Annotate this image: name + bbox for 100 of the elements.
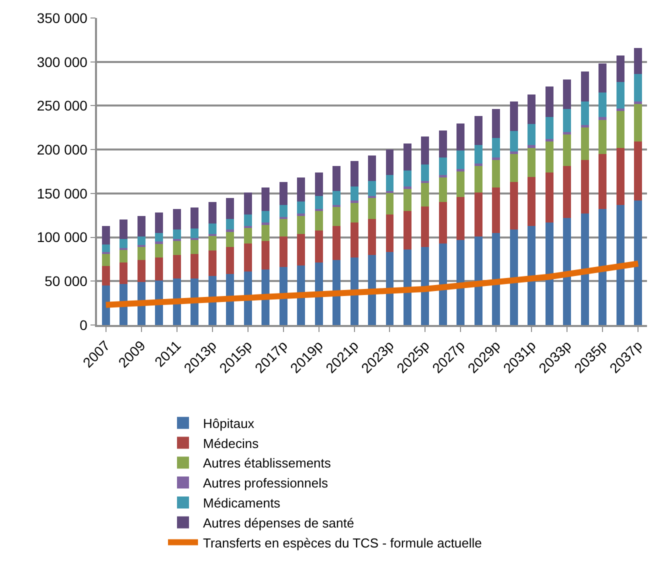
bar	[421, 182, 430, 207]
bar	[528, 148, 536, 177]
bar	[172, 254, 181, 279]
bar	[102, 226, 110, 244]
bar	[598, 120, 607, 154]
bar	[563, 109, 572, 132]
bar	[350, 202, 358, 222]
bar	[403, 250, 412, 325]
bar	[226, 229, 234, 232]
bar	[386, 192, 394, 214]
bar	[226, 246, 234, 274]
bar	[634, 200, 642, 325]
bar	[580, 101, 589, 126]
bar	[279, 182, 288, 205]
bar	[528, 145, 536, 148]
bar	[208, 250, 216, 276]
bar	[580, 72, 589, 102]
bar	[155, 243, 164, 258]
bar	[368, 181, 376, 196]
bar	[528, 94, 536, 124]
bar	[634, 104, 642, 142]
bar	[474, 192, 482, 236]
bar	[510, 154, 518, 182]
bar	[563, 79, 572, 110]
bar	[634, 101, 642, 104]
legend-label: Autres établissements	[203, 456, 332, 471]
bar	[616, 82, 624, 108]
bar	[190, 207, 199, 229]
bar	[598, 92, 607, 118]
bar	[474, 236, 482, 325]
bar	[190, 254, 199, 279]
bar	[403, 210, 412, 250]
bar	[580, 128, 589, 160]
bar	[492, 232, 500, 325]
bar	[172, 240, 181, 255]
bar	[172, 209, 181, 230]
bar	[350, 186, 358, 200]
bar	[102, 244, 110, 252]
legend-label: Hôpitaux	[203, 416, 255, 431]
bar	[456, 150, 465, 169]
bar	[262, 222, 270, 225]
bar	[403, 170, 412, 186]
bar	[403, 186, 412, 189]
bar	[474, 166, 482, 193]
legend-label: Autres dépenses de santé	[203, 515, 354, 530]
bar	[386, 214, 394, 252]
bar	[510, 182, 518, 230]
bar	[438, 130, 447, 158]
bar	[598, 209, 607, 325]
y-tick-label: 250 000	[36, 98, 88, 114]
bar	[616, 148, 624, 205]
bar	[208, 223, 216, 234]
bar	[580, 160, 589, 214]
bar	[314, 196, 323, 210]
bar	[474, 145, 482, 164]
legend-label: Médicaments	[203, 496, 281, 511]
y-tick-label: 350 000	[36, 10, 88, 26]
legend-label: Médecins	[203, 436, 260, 451]
bar	[421, 246, 430, 325]
bar	[350, 200, 358, 203]
bar	[297, 201, 306, 214]
bar	[563, 218, 572, 325]
bar	[102, 254, 110, 266]
bar	[545, 86, 554, 118]
bar	[102, 286, 110, 325]
bar	[350, 160, 358, 186]
bar	[456, 123, 465, 150]
bar	[137, 246, 146, 260]
bar	[244, 243, 252, 272]
bar	[510, 131, 518, 152]
bar	[102, 266, 110, 286]
bar	[226, 198, 234, 219]
bar	[244, 214, 252, 226]
bar	[545, 222, 554, 325]
bar	[616, 56, 624, 82]
bar	[297, 178, 306, 202]
bar	[474, 164, 482, 166]
bar	[580, 214, 589, 325]
bar	[545, 139, 554, 142]
y-tick-label: 50 000	[44, 273, 88, 290]
bar	[386, 150, 394, 176]
bar	[279, 267, 288, 325]
bar	[297, 265, 306, 325]
bar	[155, 257, 164, 280]
bar	[438, 243, 447, 325]
y-tick-label: 100 000	[36, 229, 88, 246]
bar	[528, 124, 536, 146]
bar	[616, 110, 624, 148]
bar	[279, 236, 288, 268]
bar	[332, 190, 341, 205]
bar	[598, 154, 607, 210]
bar	[492, 138, 500, 158]
bar	[528, 176, 536, 226]
bar	[279, 204, 288, 218]
bar	[492, 187, 500, 233]
bar	[155, 212, 164, 233]
y-tick-label: 150 000	[36, 185, 88, 202]
bar	[262, 240, 270, 270]
bar	[598, 64, 607, 93]
bar	[314, 230, 323, 263]
